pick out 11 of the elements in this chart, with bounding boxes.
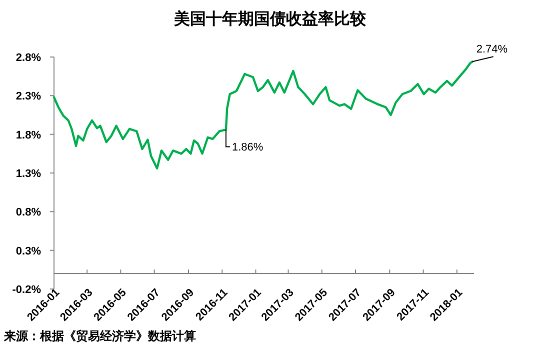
annotation: 1.86% (232, 142, 264, 154)
y-tick-label: 1.8% (16, 129, 42, 142)
source-note: 来源：根据《贸易经济学》数据计算 (3, 329, 196, 343)
y-tick-label: 0.3% (16, 245, 42, 258)
y-tick-label: 2.8% (16, 52, 42, 64)
line-series (52, 60, 474, 170)
y-tick-label: 1.3% (16, 168, 42, 180)
y-tick-label: 0.8% (16, 206, 42, 219)
chart-title: 美国十年期国债收益率比较 (173, 9, 367, 28)
y-tick-label: 2.3% (16, 90, 42, 103)
annotation: 2.74% (476, 44, 508, 56)
